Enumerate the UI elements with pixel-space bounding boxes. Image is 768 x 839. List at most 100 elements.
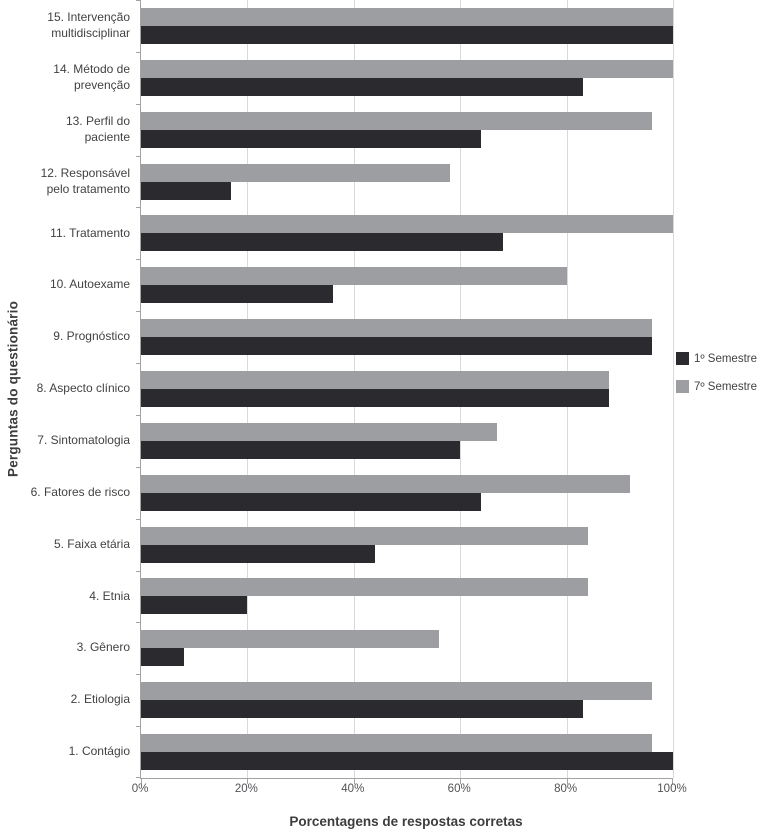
y-axis-tick [136, 518, 141, 520]
bar-row [141, 259, 673, 311]
bar-7-semestre [141, 163, 450, 182]
bar-7-semestre [141, 733, 652, 752]
y-axis-tick [136, 570, 141, 572]
legend-label: 7º Semestre [694, 380, 758, 393]
bar-7-semestre [141, 578, 588, 597]
bar-1-semestre [141, 751, 673, 770]
bar-7-semestre [141, 267, 567, 286]
y-axis-tick [136, 777, 141, 778]
bar-row [141, 570, 673, 622]
bar-row [141, 156, 673, 208]
x-axis-tick-label: 40% [341, 783, 365, 795]
bar-7-semestre [141, 682, 652, 701]
bar-7-semestre [141, 7, 673, 26]
bar-row [141, 467, 673, 519]
bar-row [141, 104, 673, 156]
bar-1-semestre [141, 181, 232, 200]
category-labels: 15. Intervenção multidisciplinar 14. Méto… [18, 0, 136, 778]
category-label: 11. Tratamento [50, 225, 130, 240]
category-label: 15. Intervenção multidisciplinar [47, 10, 130, 40]
category-label: 7. Sintomatologia [37, 433, 130, 447]
bar-row [141, 363, 673, 415]
bar-7-semestre [141, 422, 498, 441]
bar-7-semestre [141, 111, 652, 130]
category-label: 3. Gênero [76, 640, 130, 655]
bar-row [141, 726, 673, 778]
category-label: 9. Prognóstico [53, 329, 130, 344]
bar-7-semestre [141, 319, 652, 338]
bar-row [141, 311, 673, 363]
x-axis-tick [353, 778, 355, 784]
y-axis-tick [136, 51, 141, 53]
x-axis-tick-label: 100% [657, 783, 687, 795]
x-axis-tick-label: 0% [131, 783, 149, 795]
y-axis-tick [136, 311, 141, 313]
bar-row [141, 519, 673, 571]
bar-1-semestre [141, 129, 482, 148]
bar-7-semestre [141, 370, 610, 389]
category-label: 1. Contágio [68, 744, 130, 759]
category-label: 10. Autoexame [49, 277, 130, 292]
y-axis-tick [136, 103, 141, 105]
bar-row [141, 0, 673, 52]
bar-1-semestre [141, 492, 482, 511]
bar-7-semestre [141, 215, 673, 234]
x-axis-tick-labels: 0% 20% 40% 60% 80% 100% [132, 783, 687, 799]
gridline [673, 0, 674, 778]
bar-row [141, 674, 673, 726]
bar-1-semestre [141, 388, 610, 407]
category-label: 12. Responsável pelo tratamento [40, 165, 130, 196]
x-axis-tick [566, 778, 568, 784]
bar-1-semestre [141, 25, 673, 44]
bar-1-semestre [141, 648, 184, 667]
y-axis-tick [136, 207, 141, 209]
bar-row [141, 415, 673, 467]
bar-rows [141, 0, 673, 778]
bar-7-semestre [141, 59, 673, 78]
y-axis-tick [136, 259, 141, 261]
x-axis-tick [460, 778, 462, 784]
category-label: 8. Aspecto clínico [36, 381, 130, 396]
bar-7-semestre [141, 474, 631, 493]
bar-row [141, 622, 673, 674]
bar-1-semestre [141, 77, 583, 96]
x-axis-tick [247, 778, 249, 784]
category-label: 4. Etnia [89, 588, 130, 603]
y-axis-tick [136, 674, 141, 676]
category-label: 2. Etiologia [70, 692, 130, 707]
x-axis-tick-label: 60% [447, 783, 471, 795]
bar-1-semestre [141, 700, 583, 719]
bar-1-semestre [141, 596, 248, 615]
legend-swatch [676, 380, 689, 393]
plot-area [136, 0, 674, 784]
x-axis-tick-label: 80% [554, 783, 578, 795]
bar-1-semestre [141, 285, 333, 304]
y-axis-tick [136, 155, 141, 157]
legend-swatch [676, 352, 689, 365]
category-label: 5. Faixa etária [53, 536, 130, 551]
bar-1-semestre [141, 233, 503, 252]
bar-1-semestre [141, 440, 461, 459]
bar-row [141, 52, 673, 104]
bar-7-semestre [141, 630, 439, 649]
y-axis-tick [136, 622, 141, 624]
legend-label: 1º Semestre [694, 352, 758, 365]
y-axis-tick [136, 363, 141, 365]
bar-1-semestre [141, 544, 376, 563]
legend-item: 7º Semestre [676, 380, 757, 393]
category-label: 6. Fatores de risco [30, 484, 130, 499]
x-axis-tick [672, 778, 673, 784]
x-axis-title: Porcentagens de respostas corretas [289, 814, 523, 829]
x-axis-tick [141, 778, 142, 784]
category-label: 14. Método de prevenção [53, 62, 130, 92]
legend-item: 1º Semestre [676, 352, 757, 365]
category-label: 13. Perfil do paciente [65, 114, 130, 144]
bar-row [141, 207, 673, 259]
y-axis-tick [136, 726, 141, 728]
y-axis-tick [136, 466, 141, 468]
y-axis-tick [136, 414, 141, 416]
bar-7-semestre [141, 526, 588, 545]
x-axis-tick-label: 20% [234, 783, 258, 795]
bar-1-semestre [141, 337, 652, 356]
